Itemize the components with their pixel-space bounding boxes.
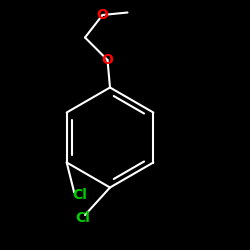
Text: O: O (96, 8, 108, 22)
Text: Cl: Cl (75, 210, 90, 224)
Text: Cl: Cl (72, 188, 87, 202)
Text: O: O (102, 53, 114, 67)
